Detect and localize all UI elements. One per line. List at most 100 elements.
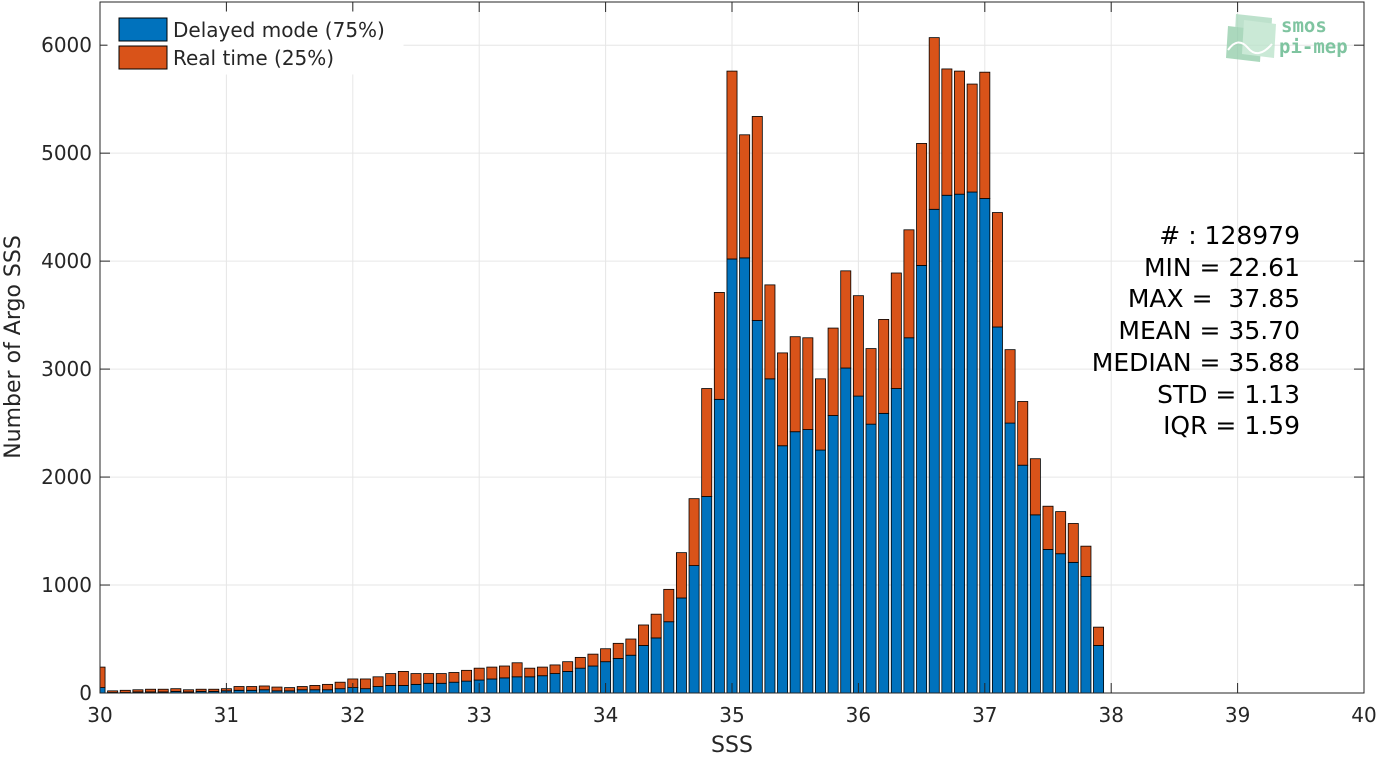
bar-delayed-mode <box>916 265 928 694</box>
stat-min: MIN = 22.61 <box>1144 253 1300 282</box>
bar-delayed-mode <box>890 388 902 694</box>
bar-delayed-mode <box>903 337 915 694</box>
bar-delayed-mode <box>650 637 662 694</box>
bar-delayed-mode <box>1042 549 1054 694</box>
bar-real-time <box>941 68 953 196</box>
bar-real-time <box>1067 523 1079 563</box>
x-tick-label: 33 <box>466 703 491 727</box>
bar-delayed-mode <box>954 193 965 694</box>
bar-real-time <box>688 498 700 567</box>
bar-delayed-mode <box>587 665 599 694</box>
x-tick-label: 39 <box>1225 703 1250 727</box>
bar-real-time <box>448 672 460 683</box>
bar-real-time <box>852 295 864 397</box>
bar-delayed-mode <box>663 621 675 694</box>
x-tick-label: 30 <box>87 703 112 727</box>
logo-text-smos: smos <box>1281 15 1327 37</box>
bar-real-time <box>284 687 296 692</box>
legend-label-delayed-mode: Delayed mode (75%) <box>173 18 385 42</box>
bar-delayed-mode <box>751 320 763 694</box>
stat-mean: MEAN = 35.70 <box>1118 316 1300 345</box>
bar-real-time <box>410 673 422 685</box>
bar-real-time <box>890 272 902 389</box>
bar-real-time <box>802 337 814 430</box>
bar-real-time <box>233 686 245 691</box>
bar-real-time <box>1055 511 1067 555</box>
bar-real-time <box>423 673 435 684</box>
bar-real-time <box>713 292 725 400</box>
bar-delayed-mode <box>486 678 498 694</box>
bar-delayed-mode <box>1080 575 1092 694</box>
stat-iqr: IQR = 1.59 <box>1163 411 1300 440</box>
bar-real-time <box>511 662 523 678</box>
bar-delayed-mode <box>688 565 700 694</box>
bar-delayed-mode <box>524 676 536 694</box>
x-axis-title: SSS <box>711 733 753 758</box>
bar-real-time <box>1093 626 1105 646</box>
y-tick-label: 3000 <box>41 357 92 381</box>
bar-real-time <box>258 685 270 691</box>
bar-delayed-mode <box>840 367 852 694</box>
logo-text-pimep: pi-mep <box>1279 36 1348 58</box>
bar-delayed-mode <box>385 685 397 694</box>
bar-real-time <box>777 352 789 447</box>
bar-real-time <box>397 671 409 686</box>
bar-real-time <box>739 134 751 259</box>
x-tick-label: 38 <box>1098 703 1123 727</box>
bar-delayed-mode <box>827 415 839 694</box>
x-tick-label: 31 <box>214 703 239 727</box>
bar-real-time <box>726 70 738 260</box>
bar-delayed-mode <box>372 686 384 694</box>
bar-delayed-mode <box>878 412 890 694</box>
bar-delayed-mode <box>612 658 624 694</box>
bar-delayed-mode <box>928 208 940 694</box>
bar-delayed-mode <box>675 597 687 694</box>
bar-real-time <box>751 116 763 321</box>
logo-wave-icon <box>1226 14 1276 62</box>
bar-delayed-mode <box>764 378 776 694</box>
bar-real-time <box>524 667 536 678</box>
bar-real-time <box>536 666 548 677</box>
bar-real-time <box>600 648 612 663</box>
bar-real-time <box>1004 349 1016 424</box>
bar-delayed-mode <box>1004 422 1016 694</box>
y-tick-label: 6000 <box>41 33 92 57</box>
y-axis-title: Number of Argo SSS <box>1 235 26 459</box>
legend-swatch-delayed-mode <box>118 17 168 42</box>
bar-delayed-mode <box>1067 561 1079 694</box>
bar-real-time <box>840 270 852 369</box>
bar-real-time <box>208 688 220 692</box>
stat-median: MEDIAN = 35.88 <box>1092 348 1300 377</box>
bar-real-time <box>322 683 333 691</box>
bar-real-time <box>435 673 447 684</box>
y-tick-label: 2000 <box>41 465 92 489</box>
bar-real-time <box>878 319 890 414</box>
bar-delayed-mode <box>359 688 371 694</box>
bar-real-time <box>638 624 649 646</box>
bar-real-time <box>473 667 485 681</box>
x-tick-label: 32 <box>340 703 365 727</box>
bar-delayed-mode <box>865 423 877 694</box>
stat-count: # : 128979 <box>1159 221 1300 250</box>
bar-delayed-mode <box>397 685 409 694</box>
bar-real-time <box>549 664 561 674</box>
bar-real-time <box>865 348 877 425</box>
bar-delayed-mode <box>423 682 435 694</box>
bar-real-time <box>296 686 308 691</box>
bar-delayed-mode <box>410 683 422 694</box>
bar-real-time <box>764 284 776 380</box>
y-tick-label: 0 <box>79 681 92 705</box>
bar-real-time <box>385 673 397 686</box>
bar-delayed-mode <box>726 258 738 694</box>
bar-real-time <box>499 665 510 679</box>
bar-real-time <box>1080 545 1092 577</box>
bar-delayed-mode <box>789 431 801 694</box>
bar-delayed-mode <box>852 395 864 694</box>
smos-pimep-logo: smos pi-mep <box>1226 14 1348 62</box>
y-axis-ticks: 0 1000 2000 3000 4000 5000 6000 <box>41 33 1364 705</box>
bar-delayed-mode <box>1029 514 1041 694</box>
x-tick-label: 36 <box>846 703 871 727</box>
bar-delayed-mode <box>777 445 789 694</box>
bar-delayed-mode <box>499 677 510 694</box>
